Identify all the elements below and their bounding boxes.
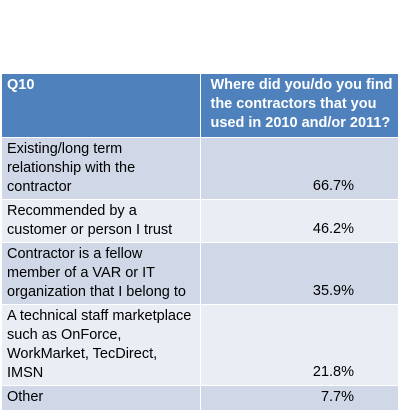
row-value: 35.9%: [199, 242, 399, 305]
question-id-header: Q10: [1, 73, 201, 138]
row-value: 66.7%: [199, 137, 399, 200]
survey-results-table: Q10 Where did you/do you find the contra…: [1, 73, 399, 411]
question-text-header: Where did you/do you find the contractor…: [199, 73, 399, 138]
row-label: Other: [1, 385, 201, 411]
row-label: Existing/long term relationship with the…: [1, 137, 201, 200]
row-label: Recommended by a customer or person I tr…: [1, 199, 201, 243]
row-label: A technical staff marketplace such as On…: [1, 304, 201, 386]
table-header-row: Q10 Where did you/do you find the contra…: [1, 73, 399, 138]
row-value: 21.8%: [199, 304, 399, 386]
table-row: Contractor is a fellow member of a VAR o…: [1, 242, 399, 305]
row-value: 46.2%: [199, 199, 399, 243]
table-row: Other 7.7%: [1, 385, 399, 411]
table-row: A technical staff marketplace such as On…: [1, 304, 399, 386]
row-value: 7.7%: [199, 385, 399, 411]
table-row: Recommended by a customer or person I tr…: [1, 199, 399, 243]
table-row: Existing/long term relationship with the…: [1, 137, 399, 200]
row-label: Contractor is a fellow member of a VAR o…: [1, 242, 201, 305]
